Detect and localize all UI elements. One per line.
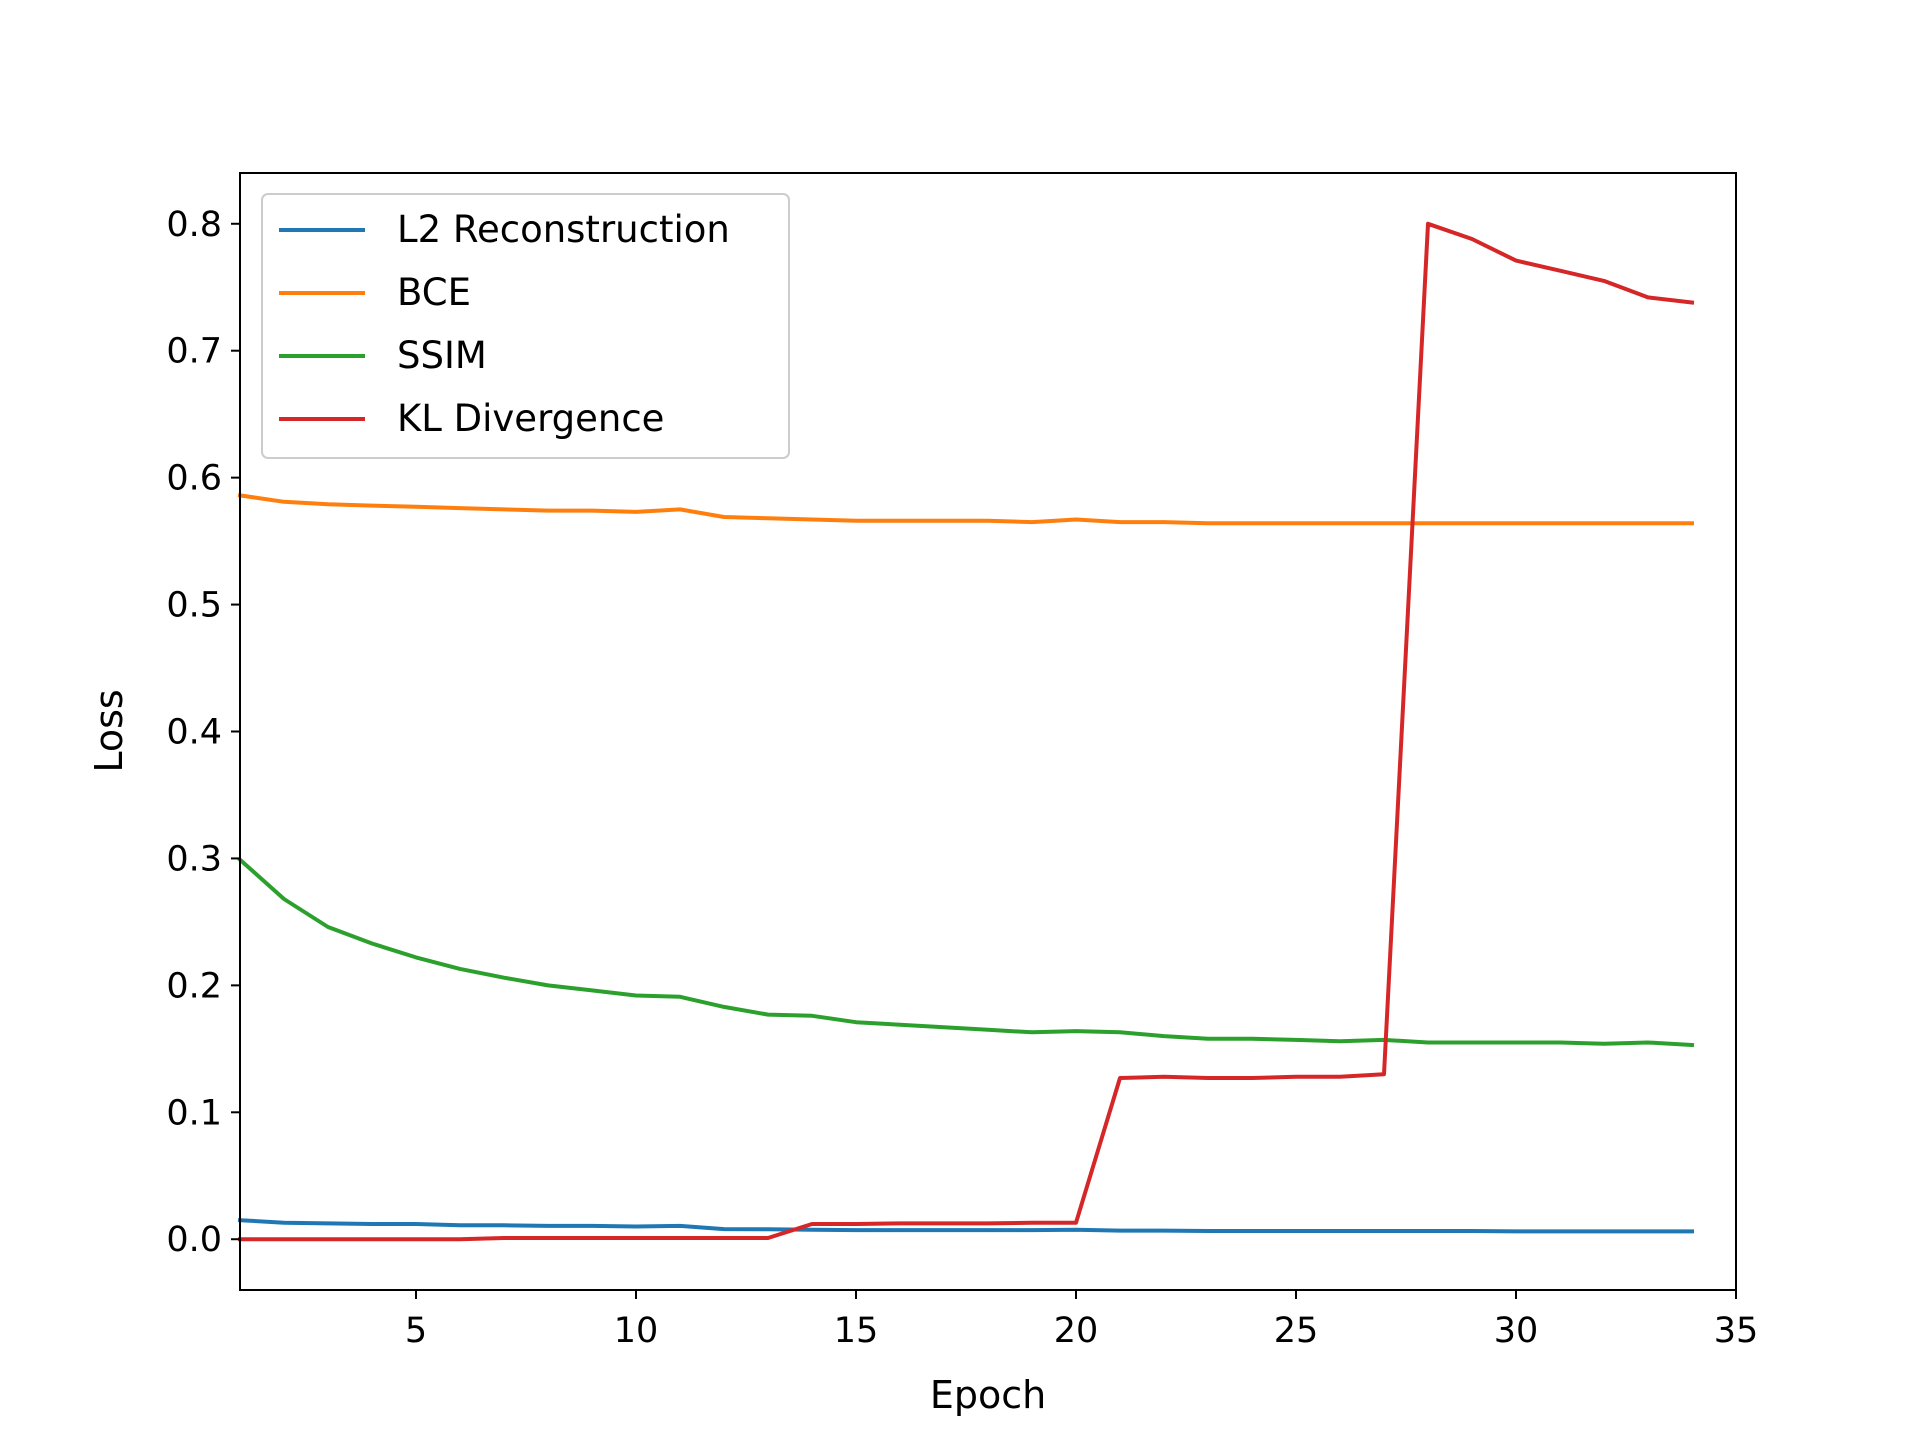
legend: L2 Reconstruction BCE SSIM KL Divergence: [261, 193, 790, 459]
y-tick-label: 0.6: [166, 459, 222, 499]
legend-items: L2 Reconstruction BCE SSIM KL Divergence: [279, 208, 730, 440]
series-line-1: [237, 493, 1694, 526]
x-tick-label: 20: [1054, 1311, 1099, 1351]
y-tick-label: 0.2: [166, 966, 222, 1006]
y-axis-ticks: 0.0 0.1 0.2 0.3 0.4 0.5 0.6 0.7 0.8: [166, 205, 240, 1260]
x-tick-label: 25: [1274, 1311, 1319, 1351]
x-tick-label: 5: [405, 1311, 427, 1351]
x-tick-label: 10: [614, 1311, 659, 1351]
y-tick-label: 0.7: [166, 332, 222, 372]
series-line-2: [237, 856, 1695, 1048]
legend-label-3: KL Divergence: [397, 397, 664, 440]
plot-lines: [237, 221, 1695, 1242]
x-axis-label: Epoch: [930, 1373, 1046, 1417]
x-tick-label: 15: [834, 1311, 879, 1351]
legend-label-2: SSIM: [397, 334, 487, 377]
y-tick-label: 0.0: [166, 1220, 222, 1260]
legend-label-1: BCE: [397, 271, 471, 314]
legend-box: [261, 193, 790, 459]
y-tick-label: 0.8: [166, 205, 222, 245]
series-line-0: [237, 1218, 1694, 1234]
y-axis-label: Loss: [87, 689, 131, 772]
y-tick-label: 0.1: [166, 1093, 222, 1133]
y-tick-label: 0.5: [166, 586, 222, 626]
y-tick-label: 0.4: [166, 713, 222, 753]
x-axis-ticks: 5 10 15 20 25 30 35: [405, 1290, 1758, 1351]
y-tick-label: 0.3: [166, 839, 222, 879]
series-line-3: [238, 221, 1695, 1242]
legend-label-0: L2 Reconstruction: [397, 208, 730, 251]
x-tick-label: 35: [1714, 1311, 1759, 1351]
x-tick-label: 30: [1494, 1311, 1539, 1351]
